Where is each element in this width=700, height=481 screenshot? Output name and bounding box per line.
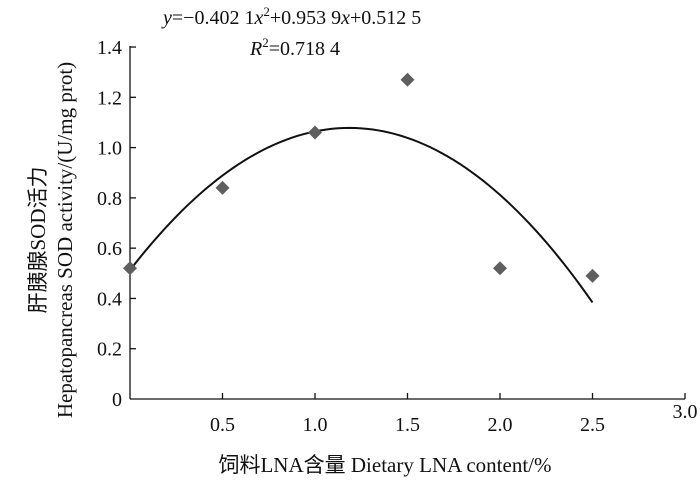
y-tick-label: 1.0 bbox=[97, 138, 122, 160]
y-tick-label: 1.2 bbox=[97, 87, 122, 109]
x-tick-label: 2.5 bbox=[580, 414, 605, 436]
y-tick-labels: 0 0.2 0.4 0.6 0.8 1.0 1.2 1.4 bbox=[97, 37, 122, 411]
y-tick-label: 0.6 bbox=[97, 238, 122, 260]
x-tick-label: 2.0 bbox=[488, 414, 513, 436]
y-axis-title-line-1: 肝胰腺SOD活力 bbox=[26, 166, 50, 313]
data-point bbox=[493, 261, 507, 276]
y-tick-label: 0.2 bbox=[97, 339, 122, 361]
data-point bbox=[215, 180, 230, 195]
y-tick-label: 0.4 bbox=[97, 288, 122, 310]
data-point bbox=[308, 125, 322, 140]
y-tick-label: 0 bbox=[112, 389, 122, 411]
x-tick-label: 1.0 bbox=[303, 414, 328, 436]
x-tick-label: 3.0 bbox=[673, 401, 698, 423]
data-point bbox=[585, 268, 600, 283]
regression-equation: y=−0.402 1x2+0.953 9x+0.512 5 bbox=[161, 4, 421, 29]
x-tick-label: 0.5 bbox=[210, 414, 235, 436]
y-tick-label: 1.4 bbox=[97, 37, 122, 59]
x-axis-title: 饲料LNA含量 Dietary LNA content/% bbox=[218, 453, 551, 477]
data-point bbox=[123, 261, 137, 276]
axis-ticks bbox=[130, 46, 686, 399]
x-tick-labels: 0.5 1.0 1.5 2.0 2.5 3.0 bbox=[210, 401, 698, 436]
r-squared: R2=0.718 4 bbox=[249, 35, 340, 60]
data-points bbox=[123, 72, 600, 283]
x-tick-label: 1.5 bbox=[395, 414, 420, 436]
y-tick-label: 0.8 bbox=[97, 188, 122, 210]
data-point bbox=[400, 72, 415, 87]
y-axis-title-line-2: Hepatopancreas SOD activity/(U/mg prot) bbox=[53, 62, 77, 418]
trendline-curve bbox=[129, 126, 594, 304]
